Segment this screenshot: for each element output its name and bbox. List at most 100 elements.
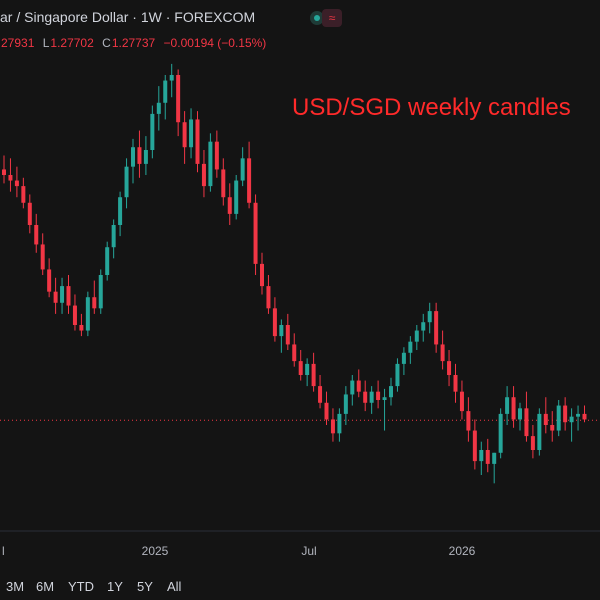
candle[interactable]	[221, 169, 226, 198]
candle[interactable]	[214, 141, 219, 170]
candle[interactable]	[105, 247, 110, 275]
candle[interactable]	[66, 286, 71, 306]
candle[interactable]	[563, 405, 568, 423]
candle[interactable]	[72, 305, 77, 325]
candle[interactable]	[150, 113, 155, 150]
candle[interactable]	[324, 402, 329, 420]
candle[interactable]	[118, 197, 123, 225]
candle[interactable]	[305, 363, 310, 375]
candle[interactable]	[492, 452, 497, 464]
candle[interactable]	[131, 147, 135, 167]
candle[interactable]	[53, 291, 58, 303]
candle[interactable]	[34, 225, 39, 245]
candle[interactable]	[40, 244, 45, 270]
candle[interactable]	[156, 102, 161, 114]
candle[interactable]	[98, 275, 103, 309]
candle[interactable]	[389, 386, 393, 398]
candle[interactable]	[195, 119, 200, 164]
candle[interactable]	[537, 413, 542, 450]
candle[interactable]	[189, 119, 194, 148]
candle[interactable]	[453, 375, 458, 392]
candle[interactable]	[169, 75, 174, 81]
candle[interactable]	[182, 122, 187, 148]
candle[interactable]	[247, 158, 252, 203]
candle[interactable]	[505, 397, 510, 414]
candle[interactable]	[176, 75, 181, 123]
candle[interactable]	[434, 311, 439, 345]
candle[interactable]	[60, 286, 65, 303]
range-button-all[interactable]: All	[167, 579, 182, 594]
candle[interactable]	[440, 344, 445, 362]
candle[interactable]	[163, 80, 168, 103]
range-button-6m[interactable]: 6M	[36, 579, 55, 594]
candle[interactable]	[2, 169, 6, 175]
candle[interactable]	[363, 391, 368, 403]
candle[interactable]	[414, 330, 419, 342]
candle[interactable]	[234, 180, 239, 214]
candle[interactable]	[240, 158, 245, 181]
candle[interactable]	[227, 197, 232, 214]
candle[interactable]	[369, 391, 374, 403]
candle[interactable]	[350, 380, 355, 395]
candle[interactable]	[550, 425, 555, 431]
candle[interactable]	[556, 405, 561, 431]
candle[interactable]	[382, 397, 387, 400]
candle[interactable]	[47, 269, 52, 292]
candle[interactable]	[266, 286, 271, 309]
candle[interactable]	[518, 408, 522, 420]
candle[interactable]	[401, 352, 406, 364]
candle[interactable]	[272, 308, 277, 337]
candle[interactable]	[279, 325, 284, 337]
candle[interactable]	[143, 150, 148, 164]
range-button-3m[interactable]: 3M	[6, 579, 25, 594]
candle[interactable]	[337, 413, 342, 434]
candle[interactable]	[260, 263, 264, 287]
range-button-5y[interactable]: 5Y	[137, 579, 153, 594]
candle[interactable]	[201, 163, 206, 187]
candle[interactable]	[208, 141, 213, 187]
candle[interactable]	[459, 391, 464, 412]
candle[interactable]	[524, 408, 529, 437]
candle[interactable]	[472, 430, 477, 462]
market-status-icon[interactable]	[310, 11, 324, 25]
candle[interactable]	[485, 450, 490, 464]
candle[interactable]	[569, 416, 574, 423]
candle[interactable]	[479, 450, 484, 462]
candle[interactable]	[330, 419, 335, 434]
candle[interactable]	[27, 202, 32, 225]
candle[interactable]	[376, 391, 381, 400]
candle[interactable]	[14, 180, 19, 187]
candle[interactable]	[111, 225, 116, 248]
candle[interactable]	[311, 363, 316, 387]
symbol-title[interactable]: ar / Singapore Dollar · 1W · FOREXCOM	[0, 9, 256, 25]
candle[interactable]	[137, 147, 142, 164]
candle[interactable]	[298, 361, 303, 375]
candle[interactable]	[318, 386, 323, 403]
candle[interactable]	[395, 363, 400, 387]
candle[interactable]	[356, 380, 361, 392]
candle[interactable]	[427, 311, 432, 323]
candle[interactable]	[498, 413, 503, 453]
candle[interactable]	[8, 175, 13, 181]
chart-annotation[interactable]: USD/SGD weekly candles	[292, 94, 571, 121]
candle[interactable]	[285, 325, 290, 345]
candle[interactable]	[447, 361, 452, 375]
candle[interactable]	[292, 344, 297, 362]
candle[interactable]	[408, 341, 413, 353]
candle[interactable]	[253, 202, 258, 264]
candle[interactable]	[124, 166, 129, 198]
candle[interactable]	[85, 297, 90, 331]
candle[interactable]	[530, 436, 535, 450]
wave-icon[interactable]: ≈	[322, 9, 342, 27]
range-button-ytd[interactable]: YTD	[68, 579, 94, 594]
candle[interactable]	[21, 186, 26, 203]
candle[interactable]	[466, 411, 471, 431]
candle[interactable]	[543, 413, 548, 425]
candle[interactable]	[421, 322, 426, 331]
candle[interactable]	[79, 325, 84, 331]
range-button-1y[interactable]: 1Y	[107, 579, 123, 594]
candle[interactable]	[576, 413, 581, 417]
candle[interactable]	[511, 397, 516, 420]
candle[interactable]	[343, 394, 348, 414]
